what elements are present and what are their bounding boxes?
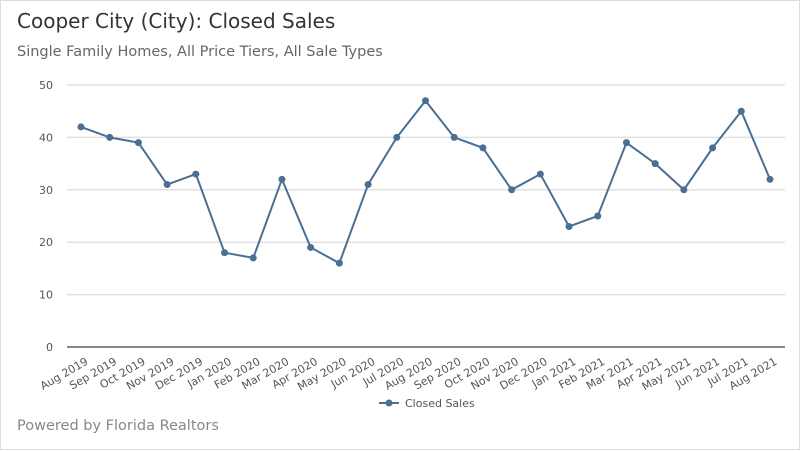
data-point [737,107,745,115]
series-line [80,99,771,265]
chart-subtitle: Single Family Homes, All Price Tiers, Al… [17,44,383,60]
legend-label: Closed Sales [405,397,475,410]
y-tick-label: 30 [39,184,53,197]
data-point [422,97,429,105]
y-tick-label: 50 [39,79,53,92]
data-point [766,175,774,183]
chart-title: Cooper City (City): Closed Sales [17,9,336,33]
data-point [450,133,458,141]
data-point [221,249,229,257]
data-point [479,144,487,152]
data-point [622,139,630,147]
data-point [680,186,688,194]
data-point [134,139,142,147]
data-point [536,170,544,178]
footer-credit[interactable]: Powered by Florida Realtors [17,418,219,434]
data-point [106,133,114,141]
data-point [278,175,286,183]
data-point [565,222,573,230]
y-tick-label: 10 [39,289,53,302]
data-point [508,186,516,194]
legend-marker-icon [385,399,393,407]
data-point [335,259,343,267]
data-point [393,133,401,141]
y-tick-label: 40 [39,131,53,144]
data-point [249,254,257,262]
data-point [709,144,717,152]
data-point [594,212,602,220]
data-point [364,181,372,189]
y-tick-label: 0 [46,341,53,354]
data-point [77,123,85,131]
data-point [163,181,171,189]
data-point [307,243,315,251]
data-point [192,170,200,178]
data-point [651,160,659,168]
y-tick-label: 20 [39,236,53,249]
